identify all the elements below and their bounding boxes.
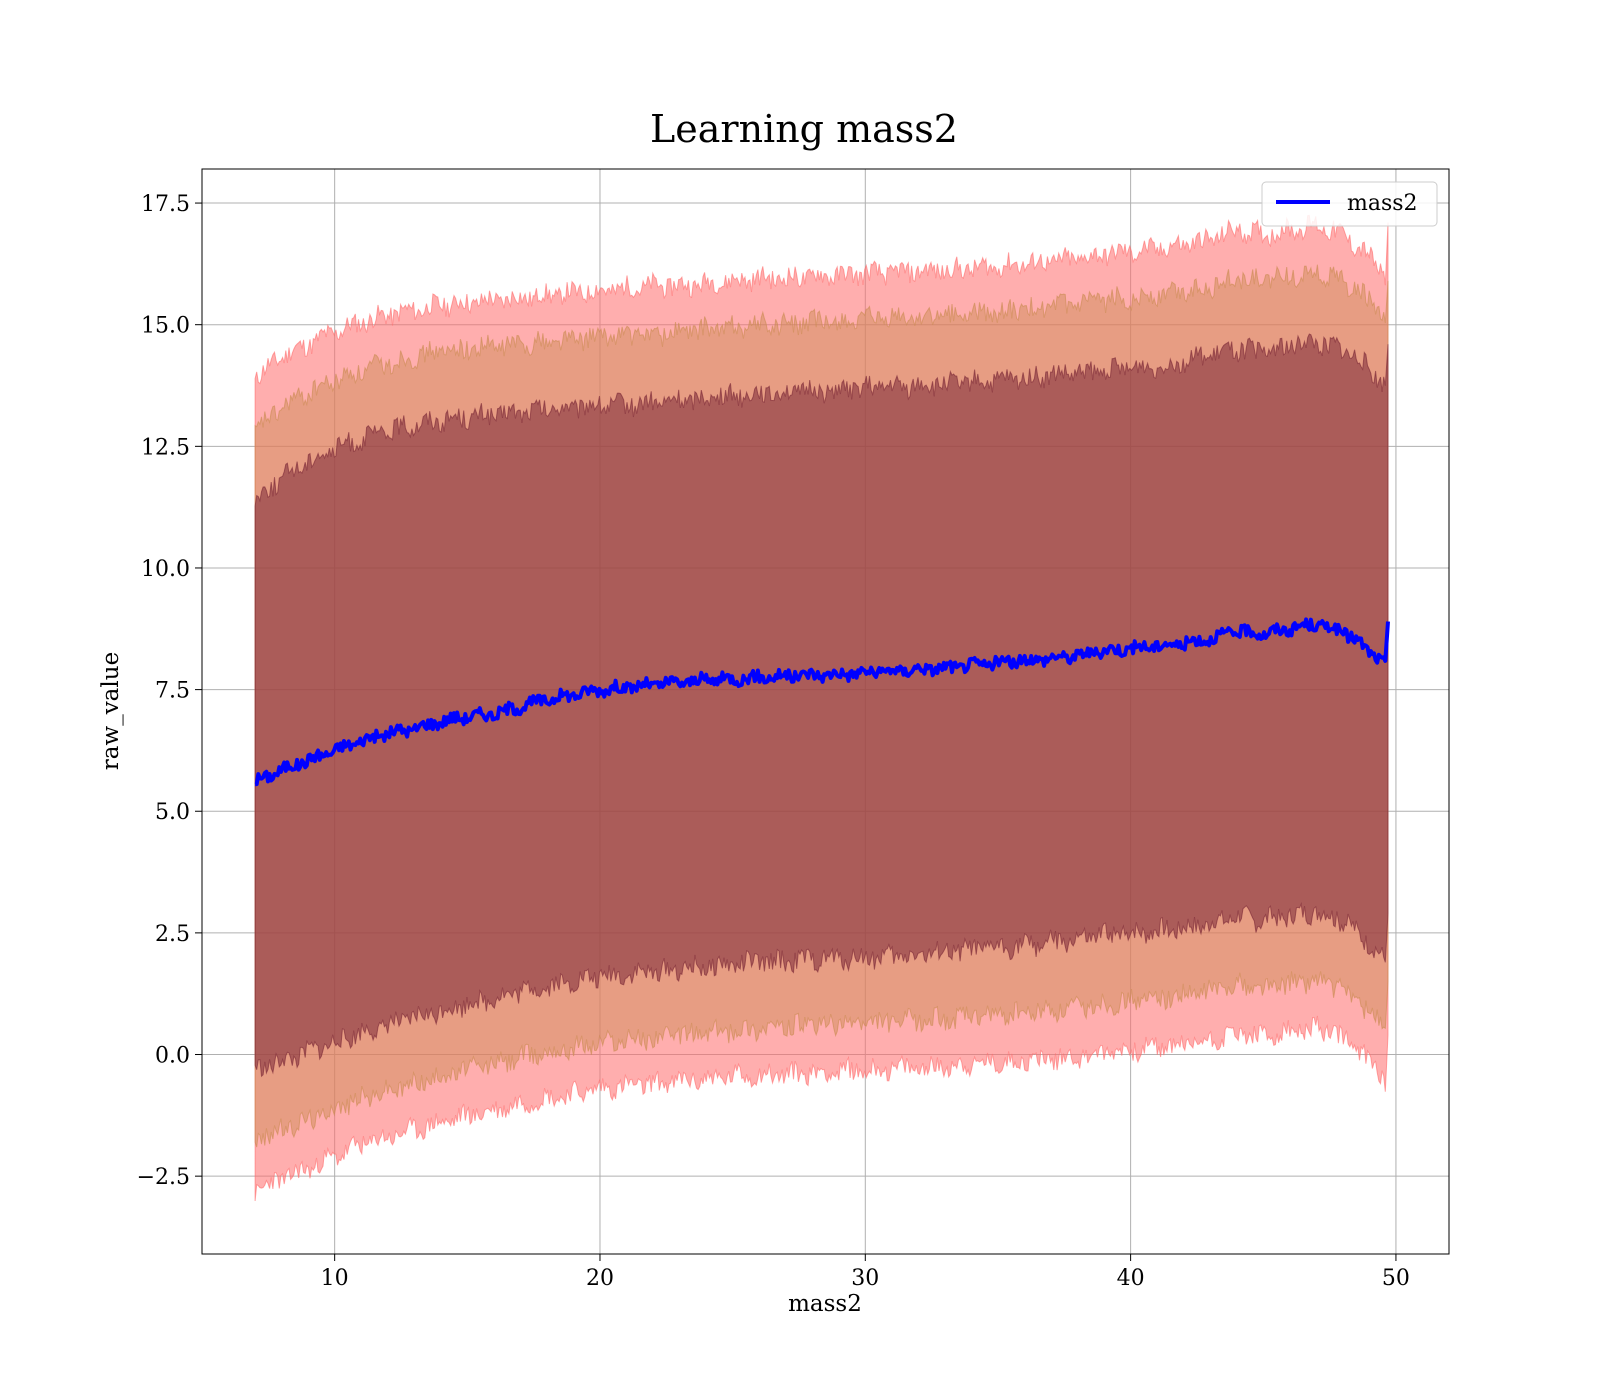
x-tick-label-4: 50 xyxy=(1382,1266,1410,1291)
y-tick-label-6: 12.5 xyxy=(141,435,190,460)
x-tick-label-2: 30 xyxy=(851,1266,879,1291)
x-tick-label-0: 10 xyxy=(321,1266,349,1291)
axis-ticks: 10 20 30 40 50 −2.5 0.0 2.5 5.0 7.5 10.0 12.5 15.0 17… xyxy=(137,192,1410,1291)
x-axis-label: mass2 xyxy=(788,1291,862,1317)
band-sigma-1 xyxy=(254,333,1389,1078)
legend: mass2 xyxy=(1261,181,1438,227)
series-lines xyxy=(254,617,1390,787)
x-tick-label-3: 40 xyxy=(1117,1266,1145,1291)
y-tick-label-7: 15.0 xyxy=(141,314,190,339)
y-tick-label-5: 10.0 xyxy=(141,557,190,582)
y-tick-label-0: −2.5 xyxy=(137,1165,190,1190)
x-tick-label-1: 20 xyxy=(586,1266,614,1291)
y-axis-label: raw_value xyxy=(98,652,124,770)
series-line-mass2 xyxy=(254,617,1390,787)
legend-box xyxy=(1261,181,1438,227)
chart-title: Learning mass2 xyxy=(650,107,958,151)
y-tick-label-3: 5.0 xyxy=(155,800,190,825)
uncertainty-bands xyxy=(254,214,1389,1202)
y-tick-label-8: 17.5 xyxy=(141,192,190,217)
y-tick-label-1: 0.0 xyxy=(155,1044,190,1069)
plot-frame xyxy=(201,168,1450,1255)
y-tick-label-4: 7.5 xyxy=(155,679,190,704)
y-tick-label-2: 2.5 xyxy=(155,922,190,947)
legend-label-mass2: mass2 xyxy=(1347,191,1418,216)
